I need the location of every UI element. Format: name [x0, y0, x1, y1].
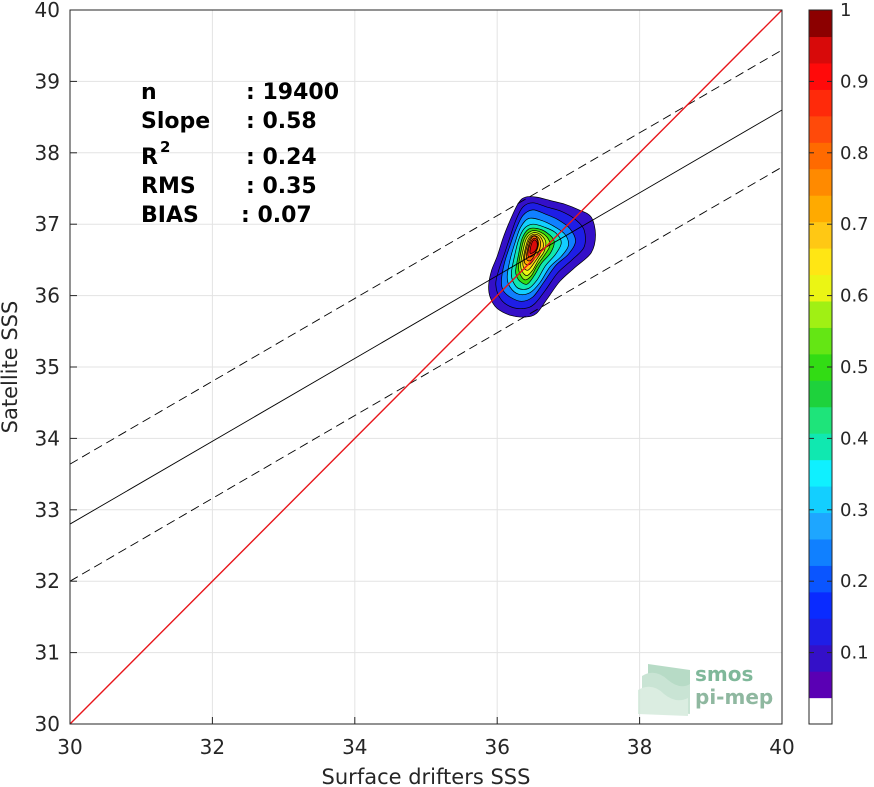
wave-icon	[638, 664, 690, 716]
colorbar-tick-label-1: 0.2	[840, 571, 869, 592]
colorbar-segment-26	[809, 10, 832, 38]
x-tick-label-3: 36	[484, 735, 509, 759]
confidence-line-0	[70, 49, 782, 465]
colorbar-tick-label-4: 0.5	[840, 357, 869, 378]
colorbar-segment-13	[809, 353, 832, 381]
colorbar-segment-0	[809, 697, 832, 725]
colorbar-segment-21	[809, 142, 832, 170]
colorbar-segment-7	[809, 512, 832, 540]
colorbar-tick-label-0: 0.1	[840, 643, 869, 664]
colorbar-tick-label-6: 0.7	[840, 214, 869, 235]
colorbar-segment-11	[809, 406, 832, 434]
stat-slope-label: Slope	[141, 109, 210, 134]
y-axis-label: Satellite SSS	[0, 301, 22, 434]
colorbar-segment-6	[809, 538, 832, 566]
colorbar-segment-2	[809, 644, 832, 672]
y-axis-ticks: 30 31 32 33 34 35 36 37 38 39 40	[35, 0, 77, 736]
colorbar-ticks: 0.1 0.2 0.3 0.4 0.5 0.6 0.7 0.8 0.9 1	[809, 0, 869, 664]
x-tick-label-5: 40	[769, 735, 794, 759]
colorbar-tick-label-3: 0.4	[840, 428, 869, 449]
y-tick-label-8: 38	[35, 141, 60, 165]
stat-n-value: : 19400	[246, 80, 339, 105]
colorbar-segment-22	[809, 115, 832, 143]
stat-rms-value: : 0.35	[246, 174, 317, 199]
colorbar	[808, 9, 833, 725]
colorbar-segment-4	[809, 591, 832, 619]
colorbar-segment-19	[809, 195, 832, 223]
confidence-line-1	[70, 166, 782, 582]
y-tick-label-4: 34	[35, 426, 60, 450]
y-tick-label-6: 36	[35, 284, 60, 308]
stat-bias-value: : 0.07	[241, 203, 312, 228]
colorbar-segment-1	[809, 671, 832, 699]
colorbar-segment-24	[809, 62, 832, 90]
x-tick-label-0: 30	[57, 735, 82, 759]
stat-r2-value: : 0.24	[246, 145, 317, 170]
stats-box: n : 19400 Slope : 0.58 R 2 : 0.24 RMS : …	[141, 80, 339, 228]
colorbar-segment-18	[809, 221, 832, 249]
colorbar-segment-20	[809, 168, 832, 196]
stat-slope-value: : 0.58	[246, 109, 317, 134]
fit-lines	[70, 10, 782, 724]
colorbar-segment-5	[809, 565, 832, 593]
y-tick-label-7: 37	[35, 212, 60, 236]
density-contours	[488, 196, 596, 318]
y-tick-label-5: 35	[35, 355, 60, 379]
x-axis-ticks: 30 32 34 36 38 40	[57, 717, 795, 759]
colorbar-segment-14	[809, 327, 832, 355]
colorbar-segment-12	[809, 380, 832, 408]
colorbar-segment-8	[809, 486, 832, 514]
logo-text-pimep: pi-mep	[695, 685, 773, 709]
y-tick-label-9: 39	[35, 69, 60, 93]
y-tick-label-2: 32	[35, 569, 60, 593]
colorbar-segment-10	[809, 433, 832, 461]
stat-r2-superscript: 2	[160, 138, 170, 156]
x-tick-label-2: 34	[342, 735, 367, 759]
colorbar-tick-label-8: 0.9	[840, 71, 869, 92]
y-tick-label-1: 31	[35, 641, 60, 665]
colorbar-segment-23	[809, 89, 832, 117]
contour-level-12	[529, 239, 538, 254]
identity-line	[70, 10, 782, 724]
smos-pimep-logo: smos pi-mep	[638, 662, 773, 716]
stat-r2-label: R	[141, 145, 158, 170]
logo-text-smos: smos	[695, 662, 753, 686]
colorbar-tick-label-2: 0.3	[840, 500, 869, 521]
x-tick-label-4: 38	[627, 735, 652, 759]
colorbar-segment-15	[809, 300, 832, 328]
colorbar-segment-9	[809, 459, 832, 487]
colorbar-tick-label-5: 0.6	[840, 286, 869, 307]
regression-line	[70, 109, 782, 525]
stat-rms-label: RMS	[141, 174, 196, 199]
stat-bias-label: BIAS	[141, 203, 199, 228]
colorbar-segment-16	[809, 274, 832, 302]
colorbar-segment-17	[809, 248, 832, 276]
x-tick-label-1: 32	[200, 735, 225, 759]
y-tick-label-3: 33	[35, 498, 60, 522]
y-tick-label-10: 40	[35, 0, 60, 22]
x-axis-label: Surface drifters SSS	[322, 765, 531, 787]
colorbar-tick-label-7: 0.8	[840, 143, 869, 164]
colorbar-segment-3	[809, 618, 832, 646]
stat-n-label: n	[141, 80, 157, 105]
colorbar-tick-label-9: 1	[840, 0, 851, 21]
y-tick-label-0: 30	[35, 712, 60, 736]
colorbar-segment-25	[809, 36, 832, 64]
